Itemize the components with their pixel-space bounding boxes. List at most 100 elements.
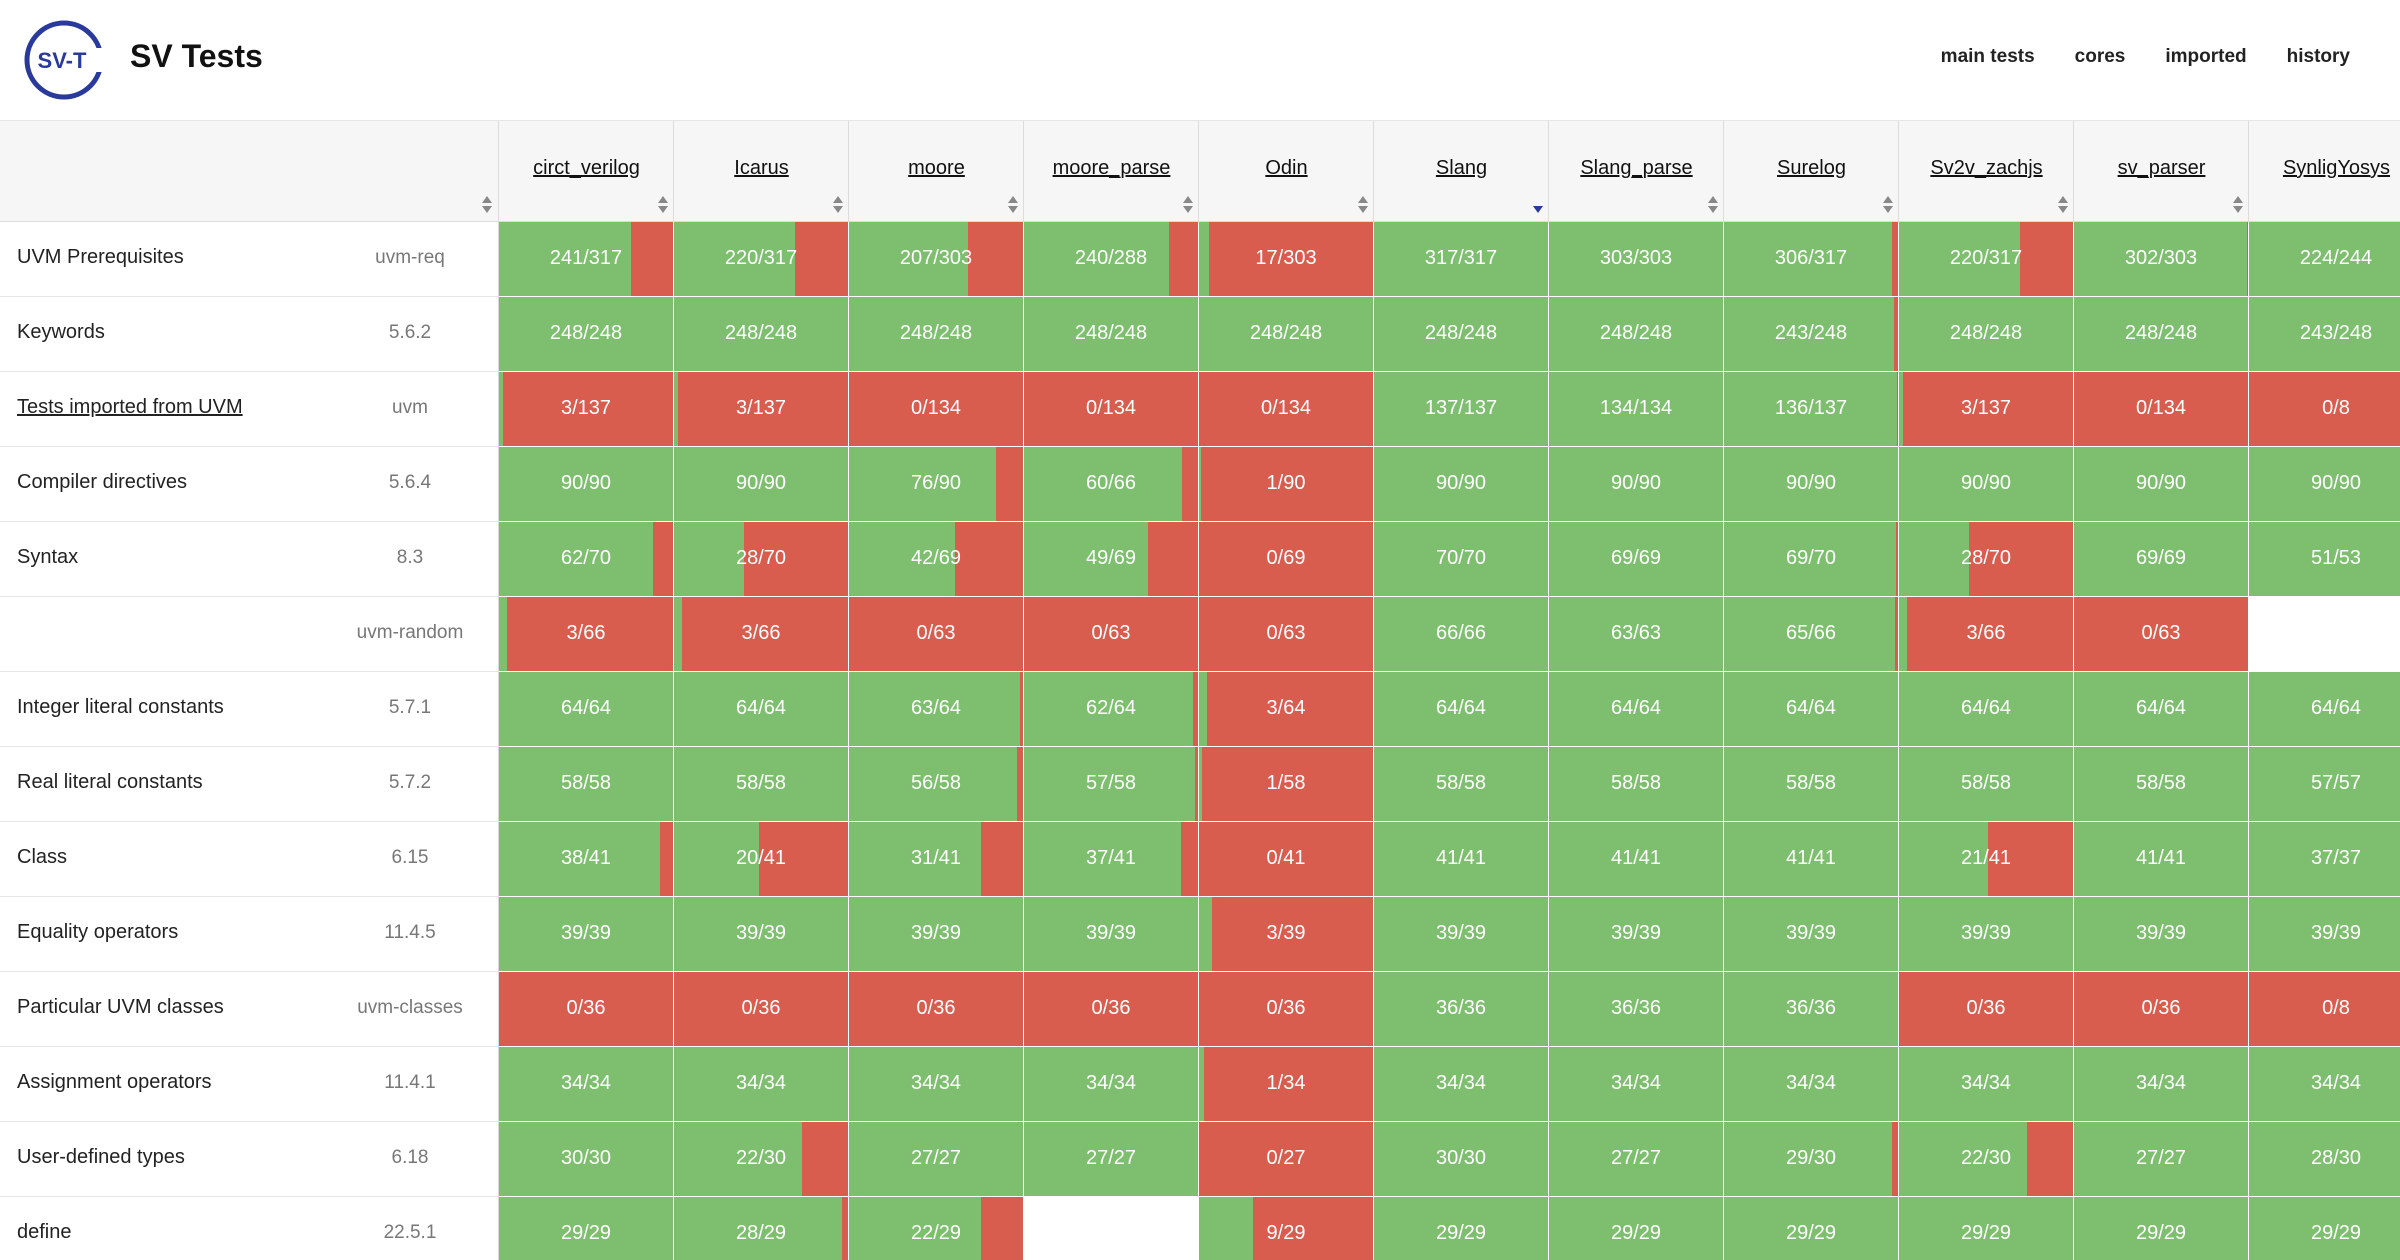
score-cell-icarus[interactable]: 220/317 [674, 222, 849, 297]
score-cell-moore[interactable]: 42/69 [849, 522, 1024, 597]
score-cell-surelog[interactable]: 243/248 [1724, 297, 1899, 372]
score-cell-circt-verilog[interactable]: 248/248 [499, 297, 674, 372]
score-cell-odin[interactable]: 17/303 [1199, 222, 1374, 297]
score-cell-sv-parser[interactable]: 29/29 [2074, 1197, 2249, 1260]
score-cell-slang[interactable]: 248/248 [1374, 297, 1549, 372]
score-cell-sv-parser[interactable]: 58/58 [2074, 747, 2249, 822]
score-cell-icarus[interactable]: 3/137 [674, 372, 849, 447]
score-cell-sv-parser[interactable]: 34/34 [2074, 1047, 2249, 1122]
score-cell-sv-parser[interactable]: 0/134 [2074, 372, 2249, 447]
score-cell-slang[interactable]: 70/70 [1374, 522, 1549, 597]
score-cell-synligyosys[interactable]: 51/53 [2249, 522, 2400, 597]
score-cell-odin[interactable]: 0/63 [1199, 597, 1374, 672]
score-cell-synligyosys[interactable]: 64/64 [2249, 672, 2400, 747]
score-cell-slang[interactable]: 41/41 [1374, 822, 1549, 897]
score-cell-sv2v-zachjs[interactable]: 28/70 [1899, 522, 2074, 597]
score-cell-sv2v-zachjs[interactable]: 64/64 [1899, 672, 2074, 747]
sort-feature-icon[interactable] [482, 196, 492, 214]
score-cell-moore[interactable]: 0/36 [849, 972, 1024, 1047]
score-cell-moore[interactable]: 31/41 [849, 822, 1024, 897]
score-cell-odin[interactable]: 1/34 [1199, 1047, 1374, 1122]
score-cell-sv-parser[interactable]: 90/90 [2074, 447, 2249, 522]
score-cell-moore-parse[interactable]: 60/66 [1024, 447, 1199, 522]
tool-link-moore[interactable]: moore [908, 157, 965, 179]
score-cell-odin[interactable]: 0/27 [1199, 1122, 1374, 1197]
tool-link-surelog[interactable]: Surelog [1777, 157, 1846, 179]
score-cell-slang[interactable]: 29/29 [1374, 1197, 1549, 1260]
score-cell-synligyosys[interactable]: 34/34 [2249, 1047, 2400, 1122]
score-cell-icarus[interactable]: 3/66 [674, 597, 849, 672]
score-cell-odin[interactable]: 1/58 [1199, 747, 1374, 822]
score-cell-slang-parse[interactable]: 27/27 [1549, 1122, 1724, 1197]
score-cell-synligyosys[interactable]: 57/57 [2249, 747, 2400, 822]
score-cell-moore-parse[interactable]: 0/134 [1024, 372, 1199, 447]
score-cell-surelog[interactable]: 69/70 [1724, 522, 1899, 597]
score-cell-odin[interactable]: 0/36 [1199, 972, 1374, 1047]
score-cell-sv-parser[interactable]: 39/39 [2074, 897, 2249, 972]
score-cell-circt-verilog[interactable]: 34/34 [499, 1047, 674, 1122]
score-cell-slang[interactable]: 90/90 [1374, 447, 1549, 522]
score-cell-slang-parse[interactable]: 34/34 [1549, 1047, 1724, 1122]
score-cell-circt-verilog[interactable]: 3/66 [499, 597, 674, 672]
score-cell-slang-parse[interactable]: 69/69 [1549, 522, 1724, 597]
sort-surelog-icon[interactable] [1883, 196, 1893, 214]
score-cell-synligyosys[interactable]: 0/8 [2249, 972, 2400, 1047]
tool-link-sv2v-zachjs[interactable]: Sv2v_zachjs [1930, 157, 2043, 179]
score-cell-slang-parse[interactable]: 248/248 [1549, 297, 1724, 372]
tool-link-moore-parse[interactable]: moore_parse [1052, 157, 1171, 179]
tool-link-synligyosys[interactable]: SynligYosys [2282, 157, 2391, 179]
score-cell-synligyosys[interactable]: 90/90 [2249, 447, 2400, 522]
sort-sv-parser-icon[interactable] [2233, 196, 2243, 214]
sort-icarus-icon[interactable] [833, 196, 843, 214]
score-cell-icarus[interactable]: 58/58 [674, 747, 849, 822]
score-cell-slang-parse[interactable]: 303/303 [1549, 222, 1724, 297]
sort-odin-icon[interactable] [1358, 196, 1368, 214]
score-cell-sv2v-zachjs[interactable]: 0/36 [1899, 972, 2074, 1047]
score-cell-icarus[interactable]: 248/248 [674, 297, 849, 372]
sort-slang-icon[interactable] [1533, 196, 1543, 214]
score-cell-odin[interactable]: 0/134 [1199, 372, 1374, 447]
score-cell-synligyosys[interactable]: 37/37 [2249, 822, 2400, 897]
score-cell-moore-parse[interactable]: 34/34 [1024, 1047, 1199, 1122]
tool-link-odin[interactable]: Odin [1265, 157, 1308, 179]
score-cell-surelog[interactable]: 41/41 [1724, 822, 1899, 897]
score-cell-slang[interactable]: 317/317 [1374, 222, 1549, 297]
score-cell-slang[interactable]: 66/66 [1374, 597, 1549, 672]
score-cell-surelog[interactable]: 39/39 [1724, 897, 1899, 972]
score-cell-slang-parse[interactable]: 39/39 [1549, 897, 1724, 972]
score-cell-slang[interactable]: 34/34 [1374, 1047, 1549, 1122]
score-cell-surelog[interactable]: 29/30 [1724, 1122, 1899, 1197]
score-cell-sv2v-zachjs[interactable]: 34/34 [1899, 1047, 2074, 1122]
score-cell-moore[interactable]: 39/39 [849, 897, 1024, 972]
score-cell-moore-parse[interactable]: 57/58 [1024, 747, 1199, 822]
score-cell-moore-parse[interactable]: 0/36 [1024, 972, 1199, 1047]
score-cell-odin[interactable]: 248/248 [1199, 297, 1374, 372]
sort-moore-parse-icon[interactable] [1183, 196, 1193, 214]
score-cell-slang[interactable]: 64/64 [1374, 672, 1549, 747]
score-cell-icarus[interactable]: 28/29 [674, 1197, 849, 1260]
score-cell-sv2v-zachjs[interactable]: 29/29 [1899, 1197, 2074, 1260]
score-cell-slang-parse[interactable]: 36/36 [1549, 972, 1724, 1047]
score-cell-synligyosys[interactable]: 29/29 [2249, 1197, 2400, 1260]
score-cell-circt-verilog[interactable]: 29/29 [499, 1197, 674, 1260]
score-cell-slang-parse[interactable]: 134/134 [1549, 372, 1724, 447]
sort-slang-parse-icon[interactable] [1708, 196, 1718, 214]
score-cell-sv-parser[interactable]: 69/69 [2074, 522, 2249, 597]
score-cell-synligyosys[interactable]: 0/8 [2249, 372, 2400, 447]
score-cell-surelog[interactable]: 90/90 [1724, 447, 1899, 522]
score-cell-sv-parser[interactable]: 41/41 [2074, 822, 2249, 897]
score-cell-slang[interactable]: 30/30 [1374, 1122, 1549, 1197]
score-cell-synligyosys[interactable]: 243/248 [2249, 297, 2400, 372]
score-cell-surelog[interactable]: 306/317 [1724, 222, 1899, 297]
score-cell-circt-verilog[interactable]: 241/317 [499, 222, 674, 297]
score-cell-moore-parse[interactable]: 248/248 [1024, 297, 1199, 372]
score-cell-icarus[interactable]: 28/70 [674, 522, 849, 597]
score-cell-odin[interactable]: 3/39 [1199, 897, 1374, 972]
tool-link-sv-parser[interactable]: sv_parser [2117, 157, 2206, 179]
feature-name[interactable]: Tests imported from UVM [17, 396, 243, 418]
score-cell-odin[interactable]: 3/64 [1199, 672, 1374, 747]
score-cell-moore-parse[interactable]: 27/27 [1024, 1122, 1199, 1197]
score-cell-odin[interactable]: 0/69 [1199, 522, 1374, 597]
sort-moore-icon[interactable] [1008, 196, 1018, 214]
score-cell-sv2v-zachjs[interactable]: 220/317 [1899, 222, 2074, 297]
